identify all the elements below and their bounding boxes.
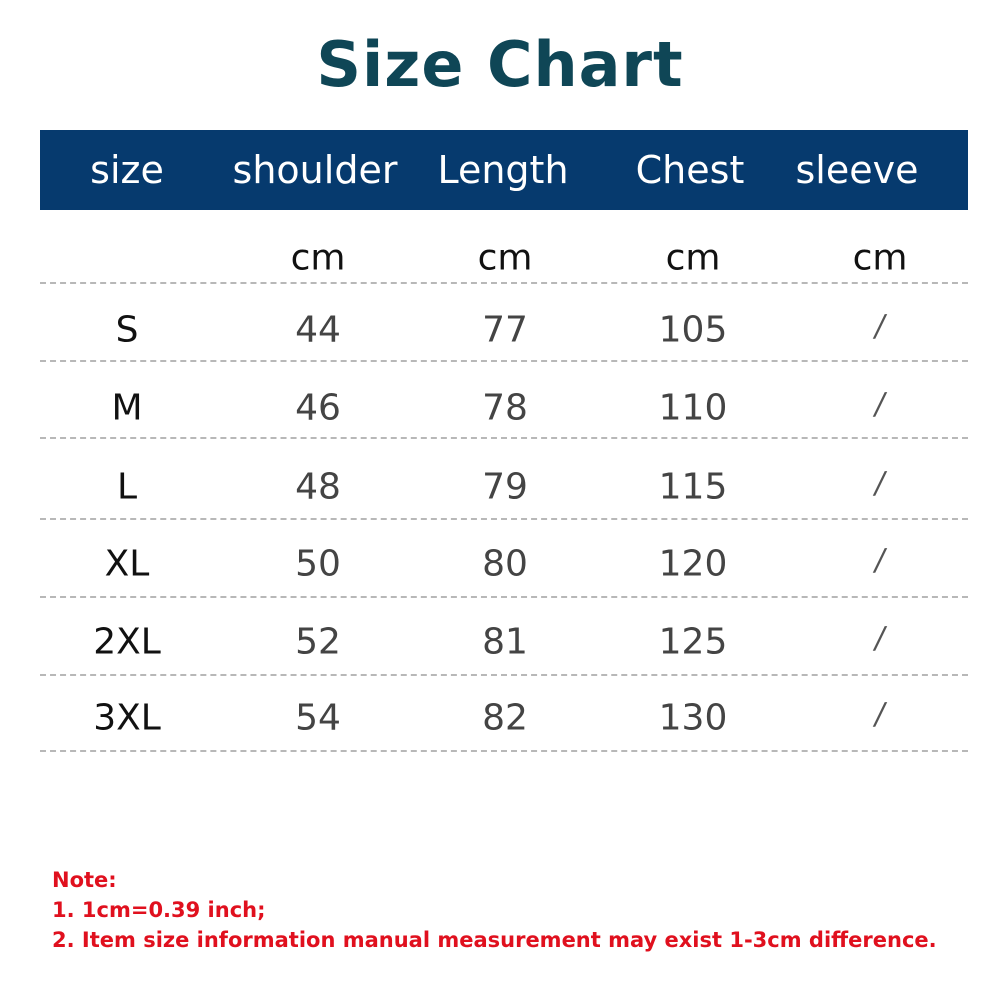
unit-label: cm [477, 237, 533, 279]
row-divider [40, 437, 968, 439]
unit-label: cm [665, 237, 721, 279]
size-label: S [115, 309, 139, 351]
column-header: shoulder [232, 148, 398, 192]
table-cell: 52 [295, 621, 341, 663]
table-cell: 80 [482, 543, 528, 585]
table-cell: 46 [295, 387, 341, 429]
column-header: sleeve [795, 148, 919, 192]
column-header: Chest [635, 148, 745, 192]
row-divider [40, 518, 968, 520]
size-label: M [111, 387, 143, 429]
table-header: size shoulder Length Chest sleeve [40, 130, 968, 210]
table-cell: 44 [295, 309, 341, 351]
table-cell: / [871, 309, 889, 344]
note-heading: Note: [52, 868, 117, 892]
table-cell: / [871, 697, 889, 732]
row-divider [40, 360, 968, 362]
note-item: 1. 1cm=0.39 inch; [52, 898, 266, 922]
size-label: 3XL [93, 697, 161, 739]
size-label: XL [104, 543, 150, 585]
table-cell: 130 [658, 697, 728, 739]
table-cell: 120 [658, 543, 728, 585]
table-cell: 125 [658, 621, 728, 663]
table-cell: / [871, 387, 889, 422]
row-divider [40, 750, 968, 752]
column-header: size [90, 148, 164, 192]
unit-label: cm [852, 237, 908, 279]
table-cell: / [871, 466, 889, 501]
table-cell: / [871, 621, 889, 656]
size-label: 2XL [93, 621, 161, 663]
table-cell: 48 [295, 466, 341, 508]
size-label: L [116, 466, 138, 508]
table-cell: 79 [482, 466, 528, 508]
table-cell: 77 [482, 309, 528, 351]
table-cell: 54 [295, 697, 341, 739]
table-cell: 110 [658, 387, 728, 429]
table-cell: 82 [482, 697, 528, 739]
unit-label: cm [290, 237, 346, 279]
note-item: 2. Item size information manual measurem… [52, 928, 937, 952]
page-title: Size Chart [316, 28, 684, 101]
table-cell: 115 [658, 466, 728, 508]
table-cell: 105 [658, 309, 728, 351]
table-cell: 81 [482, 621, 528, 663]
row-divider [40, 674, 968, 676]
table-cell: / [871, 543, 889, 578]
table-cell: 78 [482, 387, 528, 429]
row-divider [40, 282, 968, 284]
column-header: Length [437, 148, 569, 192]
row-divider [40, 596, 968, 598]
table-cell: 50 [295, 543, 341, 585]
